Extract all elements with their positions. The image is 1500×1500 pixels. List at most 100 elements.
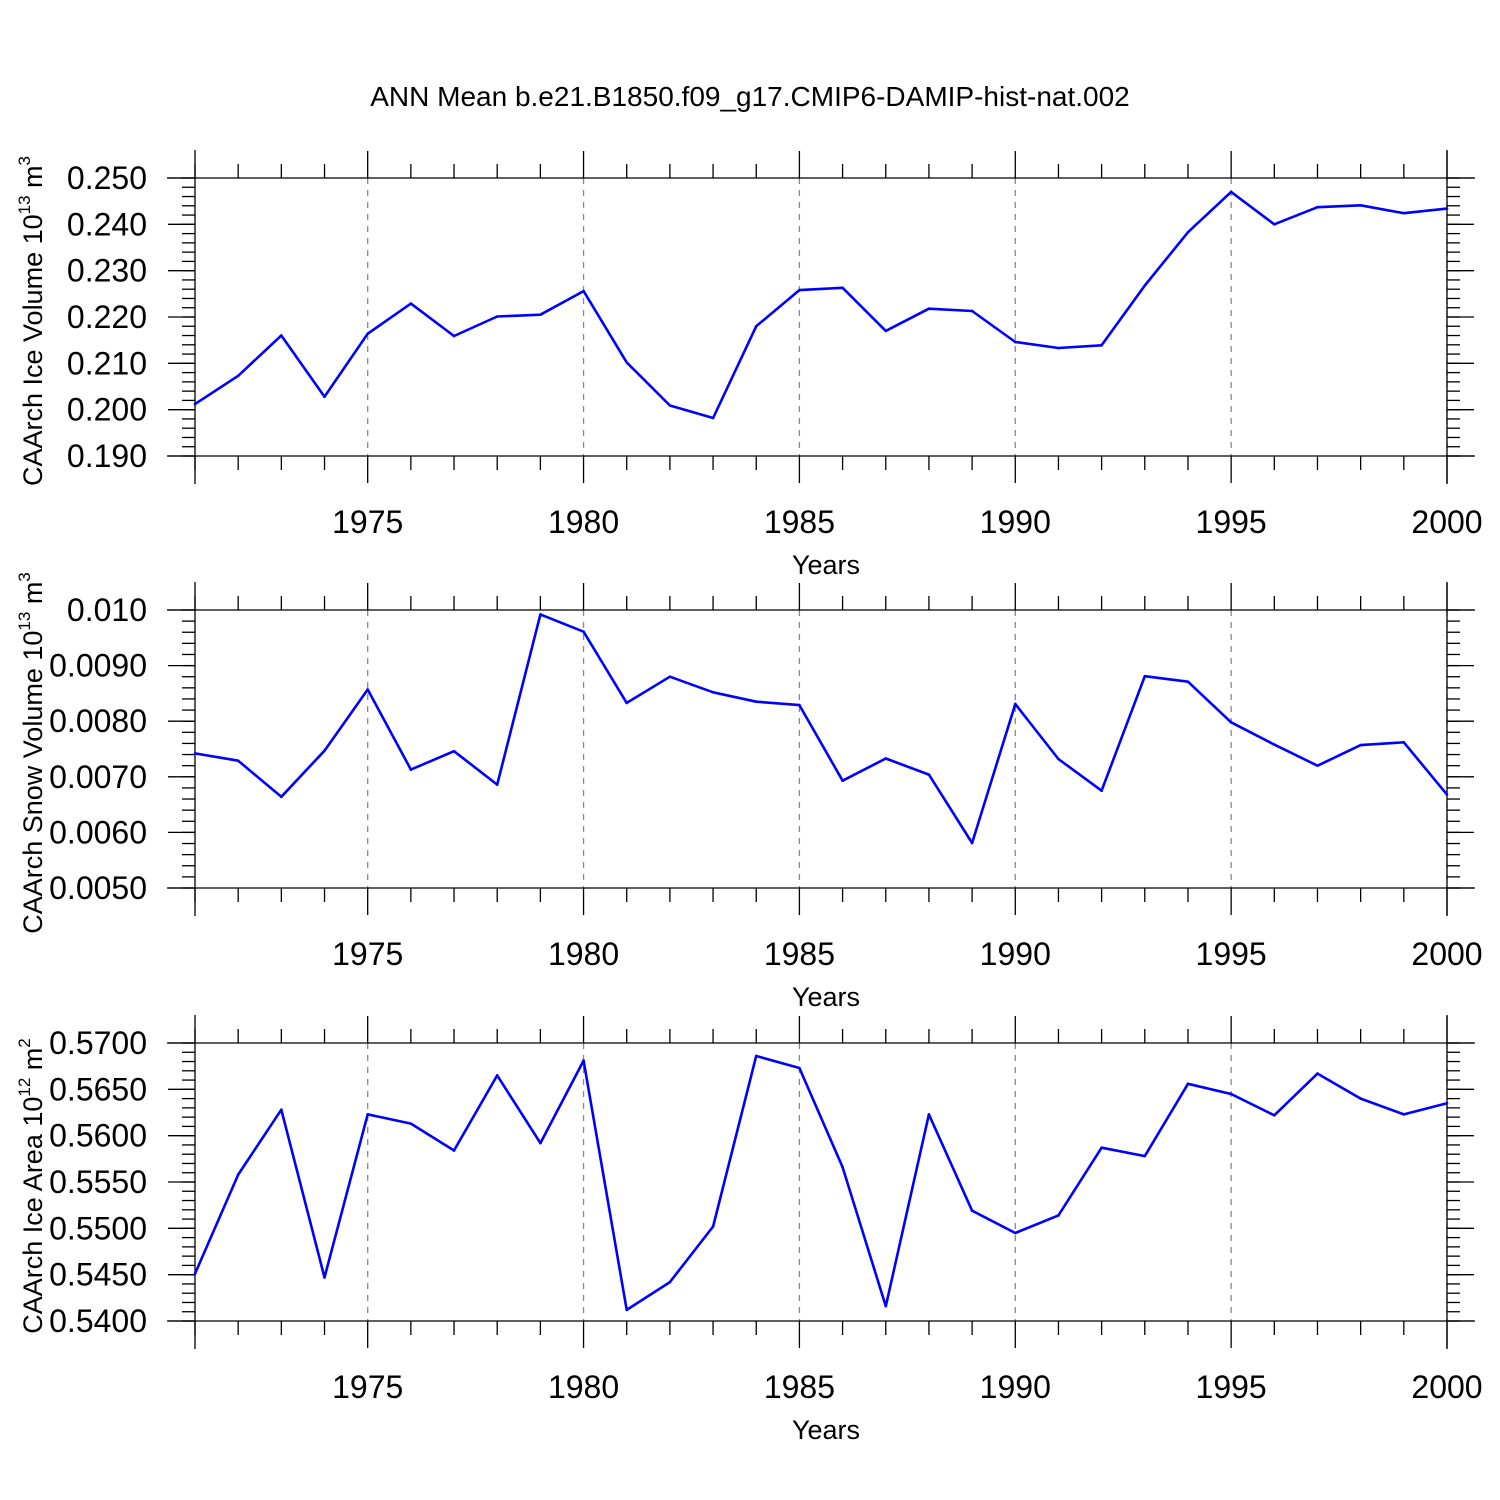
data-point <box>1359 1097 1362 1100</box>
y-axis-title: CAArch Snow Volume 1013 m3 <box>15 572 48 934</box>
data-point <box>668 675 672 679</box>
data-point <box>1359 204 1362 207</box>
panel-3: 0.5400 0.5450 0.5500 0.5550 0.5600 0.5650 0.57… <box>15 1015 1483 1445</box>
data-point <box>1143 674 1147 678</box>
data-point <box>582 289 585 293</box>
y-tick-label: 0.190 <box>67 438 147 474</box>
x-tick-label: 2000 <box>1411 504 1482 540</box>
x-tick-label: 1995 <box>1196 504 1267 540</box>
data-point <box>409 768 413 771</box>
data-point <box>798 288 801 292</box>
data-point <box>1229 721 1233 724</box>
data-point <box>1316 1072 1319 1075</box>
y-axis-title-superscript: 13 <box>15 195 34 214</box>
data-point <box>1013 702 1017 706</box>
data-point <box>798 1066 801 1070</box>
data-point <box>409 1122 413 1125</box>
data-point <box>798 703 801 707</box>
y-axis-title-superscript: 12 <box>15 1078 34 1097</box>
data-point <box>1013 1231 1017 1235</box>
data-point <box>539 313 542 316</box>
data-point <box>841 779 844 782</box>
data-point <box>1100 343 1103 347</box>
data-point <box>236 759 240 762</box>
data-point <box>1143 284 1147 287</box>
series-line <box>194 613 1449 845</box>
data-point <box>927 1113 931 1116</box>
y-tick-label: 0.240 <box>67 206 147 242</box>
data-point <box>280 334 283 337</box>
y-axis-title: CAArch Ice Area 1012 m2 <box>15 1038 48 1334</box>
y-axis-title-superscript: 13 <box>15 612 34 631</box>
data-point <box>495 315 499 318</box>
data-point <box>280 1108 283 1112</box>
y-tick-label: 0.5600 <box>49 1118 147 1154</box>
data-point <box>323 749 326 752</box>
data-point <box>495 1074 499 1077</box>
data-point <box>754 324 758 328</box>
data-point <box>927 773 931 776</box>
data-point <box>884 329 888 333</box>
x-tick-label: 1995 <box>1196 1369 1267 1405</box>
data-point <box>582 1059 585 1062</box>
data-point <box>1100 789 1103 792</box>
y-tick-label: 0.200 <box>67 392 147 428</box>
panel-1: 0.190 0.200 0.210 0.220 0.230 0.240 0.250 1975 1… <box>15 150 1483 580</box>
data-point <box>1445 207 1449 210</box>
panel-2: 0.0050 0.0060 0.0070 0.0080 0.0090 0.010 1975 1… <box>15 572 1483 1012</box>
x-tick-label: 1995 <box>1196 936 1267 972</box>
data-point <box>1057 346 1060 350</box>
data-point <box>884 1304 888 1308</box>
y-tick-label: 0.0090 <box>49 648 147 684</box>
data-point <box>625 701 629 705</box>
y-axis-title-superscript: 2 <box>15 1038 34 1047</box>
data-point <box>1186 230 1190 234</box>
data-point <box>1273 1113 1276 1117</box>
x-tick-label: 1975 <box>332 1369 403 1405</box>
data-point <box>280 795 283 799</box>
x-axis-title: Years <box>792 982 860 1012</box>
x-tick-label: 1990 <box>980 936 1051 972</box>
data-point <box>625 1308 629 1312</box>
data-point <box>884 757 888 760</box>
data-point <box>1100 1146 1103 1150</box>
x-tick-label: 1990 <box>980 1369 1051 1405</box>
y-tick-label: 0.5550 <box>49 1164 147 1200</box>
data-point <box>323 1276 326 1279</box>
y-tick-label: 0.0070 <box>49 759 147 795</box>
data-point <box>366 332 369 335</box>
y-axis-title-superscript: 3 <box>15 156 34 165</box>
data-point <box>193 402 197 406</box>
y-tick-label: 0.210 <box>67 345 147 381</box>
y-axis-title-part: m <box>18 165 48 195</box>
data-point <box>323 395 326 398</box>
y-axis-title: CAArch Ice Volume 1013 m3 <box>15 156 48 486</box>
y-tick-label: 0.5400 <box>49 1303 147 1339</box>
data-point <box>193 752 197 755</box>
series-line <box>193 1054 1448 1312</box>
data-point <box>1316 205 1319 209</box>
y-tick-label: 0.0080 <box>49 703 147 739</box>
data-point <box>1402 211 1406 215</box>
data-point <box>1402 1113 1406 1116</box>
y-axis-title-part: CAArch Ice Volume 10 <box>18 214 48 486</box>
data-point <box>1186 680 1190 684</box>
data-point <box>366 1113 369 1116</box>
figure-title: ANN Mean b.e21.B1850.f09_g17.CMIP6-DAMIP… <box>370 81 1130 112</box>
data-point <box>841 1165 844 1169</box>
y-tick-label: 0.220 <box>67 299 147 335</box>
data-point <box>927 307 931 310</box>
data-point <box>668 404 672 407</box>
data-point <box>1057 1214 1060 1217</box>
series-line <box>194 190 1448 420</box>
data-point <box>1316 764 1319 767</box>
data-point <box>452 1149 456 1152</box>
y-tick-label: 0.0050 <box>49 870 147 906</box>
data-point <box>452 334 456 338</box>
data-point <box>711 416 715 420</box>
data-point <box>452 749 456 753</box>
x-tick-label: 1980 <box>548 936 619 972</box>
data-point <box>754 700 758 704</box>
data-point <box>1273 743 1276 746</box>
